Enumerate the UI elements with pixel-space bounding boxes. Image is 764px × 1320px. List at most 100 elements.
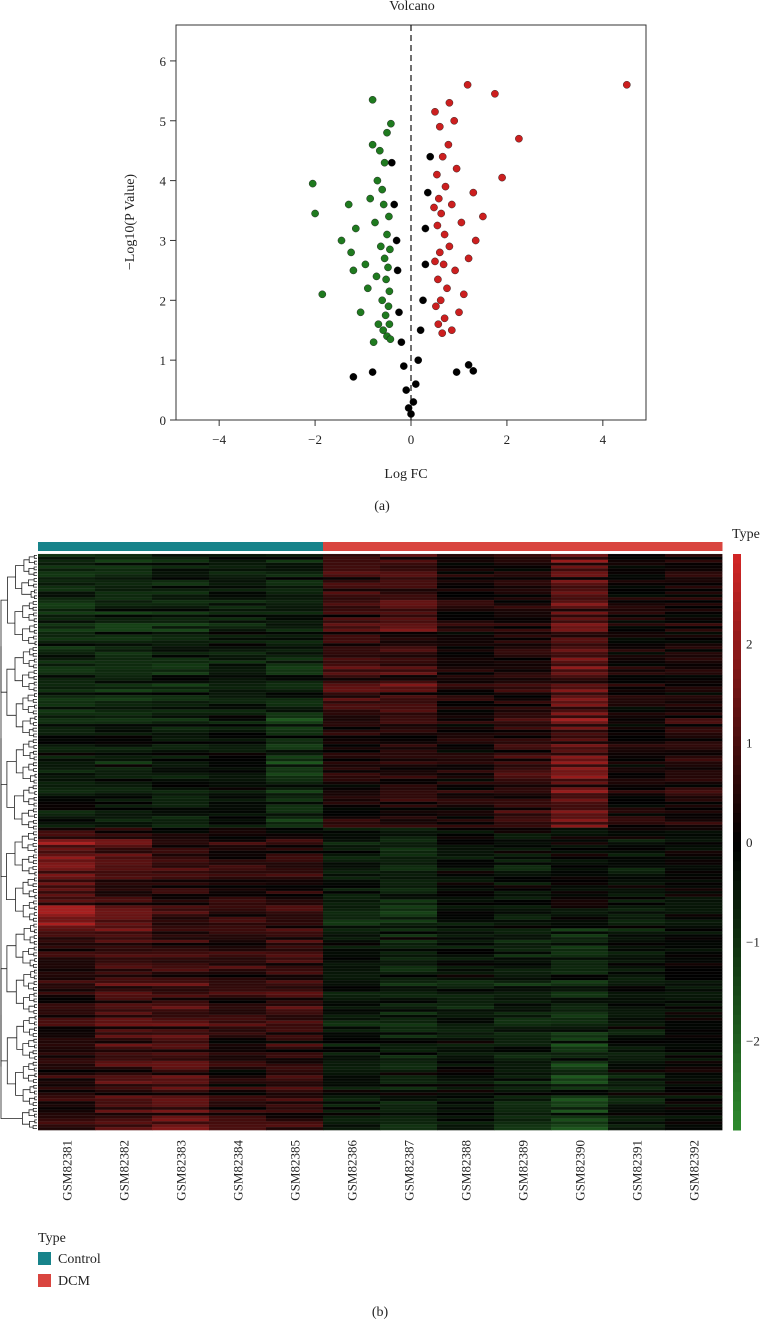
- heatmap-cell: [665, 1000, 723, 1004]
- heatmap-cell: [323, 749, 381, 754]
- heatmap-cell: [380, 651, 438, 656]
- heatmap-cell: [323, 925, 381, 929]
- heatmap-cell: [95, 672, 153, 676]
- volcano-point-up: [443, 284, 451, 293]
- heatmap-cell: [494, 744, 552, 748]
- legend-swatch: [38, 1274, 51, 1287]
- sample-label: GSM82384: [231, 1140, 246, 1201]
- heatmap-cell: [323, 1086, 381, 1090]
- heatmap-cell: [608, 968, 666, 972]
- heatmap-cell: [266, 703, 324, 707]
- heatmap-cell: [323, 879, 381, 883]
- volcano-point-down: [384, 263, 392, 272]
- heatmap-cell: [665, 951, 723, 955]
- heatmap-cell: [38, 718, 96, 722]
- heatmap-cell: [323, 983, 381, 987]
- heatmap-cell: [608, 628, 666, 633]
- dendrogram-branch: [29, 913, 35, 921]
- heatmap-cell: [437, 1072, 495, 1076]
- heatmap-cell: [380, 672, 438, 676]
- heatmap-cell: [608, 752, 666, 756]
- heatmap-cell: [437, 974, 495, 978]
- heatmap-cell: [665, 879, 723, 883]
- dendrogram-branch: [28, 637, 35, 644]
- heatmap-cell: [266, 925, 324, 929]
- heatmap-cell: [437, 888, 495, 892]
- heatmap-cell: [494, 1006, 552, 1010]
- volcano-point-down: [351, 224, 360, 233]
- heatmap-cell: [608, 885, 666, 889]
- heatmap-cell: [665, 637, 723, 641]
- heatmap-cell: [38, 614, 96, 618]
- heatmap-cell: [437, 1029, 495, 1033]
- heatmap-cell: [551, 882, 609, 886]
- heatmap-cell: [608, 899, 666, 903]
- heatmap-cell: [38, 767, 96, 771]
- dendrogram-branch: [28, 568, 35, 575]
- heatmap-cell: [209, 1066, 267, 1070]
- heatmap-cell: [494, 692, 552, 696]
- heatmap-cell: [266, 1046, 324, 1050]
- heatmap-cell: [380, 925, 438, 929]
- heatmap-cell: [380, 890, 438, 895]
- heatmap-cell: [38, 689, 96, 693]
- heatmap-cell: [380, 695, 438, 699]
- heatmap-cell: [95, 686, 153, 690]
- heatmap-cell: [437, 827, 495, 831]
- heatmap-cell: [551, 1078, 609, 1082]
- heatmap-cell: [380, 977, 438, 981]
- heatmap-cell: [608, 810, 666, 814]
- heatmap-cell: [437, 986, 495, 990]
- heatmap-cell: [608, 1124, 666, 1128]
- heatmap-cell: [152, 1043, 210, 1047]
- heatmap-cell: [494, 795, 552, 800]
- heatmap-cell: [152, 824, 210, 828]
- dendrogram-branch: [34, 1056, 37, 1060]
- heatmap-cell: [608, 1127, 666, 1131]
- heatmap-cell: [266, 660, 324, 664]
- heatmap-cell: [323, 980, 381, 984]
- heatmap-cell: [38, 1003, 96, 1007]
- dendrogram-branch: [33, 808, 37, 813]
- heatmap-cell: [494, 945, 552, 949]
- volcano-point-up: [440, 314, 449, 323]
- dendrogram-branch: [34, 595, 37, 599]
- heatmap-cell: [152, 1092, 210, 1096]
- heatmap-cell: [551, 1063, 609, 1067]
- colorbar-step: [733, 822, 741, 833]
- dendrogram-branch: [22, 605, 30, 618]
- heatmap-cell: [437, 623, 495, 627]
- volcano-point-down: [385, 320, 394, 329]
- heatmap-cell: [494, 787, 552, 791]
- heatmap-cell: [38, 574, 96, 578]
- dendrogram-branch: [28, 763, 34, 771]
- volcano-point-ns: [395, 308, 403, 317]
- heatmap-cell: [323, 686, 381, 690]
- heatmap-cell: [152, 856, 210, 860]
- heatmap-cell: [209, 1003, 267, 1007]
- heatmap-cell: [323, 968, 381, 972]
- heatmap-cell: [437, 597, 495, 601]
- heatmap-cell: [323, 1075, 381, 1079]
- heatmap-cell: [209, 988, 267, 993]
- heatmap-cell: [323, 922, 381, 926]
- heatmap-cell: [266, 654, 324, 658]
- dendrogram-branch: [33, 681, 37, 686]
- heatmap-cell: [437, 778, 495, 782]
- heatmap-cell: [494, 758, 552, 762]
- heatmap-cell: [95, 980, 153, 984]
- heatmap-cell: [551, 1098, 609, 1102]
- heatmap-cell: [152, 565, 210, 569]
- heatmap-cell: [380, 813, 438, 817]
- heatmap-cell: [437, 611, 495, 615]
- dendrogram-branch: [15, 887, 24, 912]
- dendrogram-branch: [29, 625, 35, 633]
- heatmap-cell: [323, 1112, 381, 1116]
- heatmap-cell: [266, 1006, 324, 1010]
- y-tick-label: 0: [160, 413, 167, 428]
- heatmap-cell: [437, 836, 495, 840]
- heatmap-cell: [38, 565, 96, 569]
- heatmap-cell: [551, 1026, 609, 1030]
- heatmap-cell: [380, 732, 438, 736]
- heatmap-cell: [608, 1069, 666, 1073]
